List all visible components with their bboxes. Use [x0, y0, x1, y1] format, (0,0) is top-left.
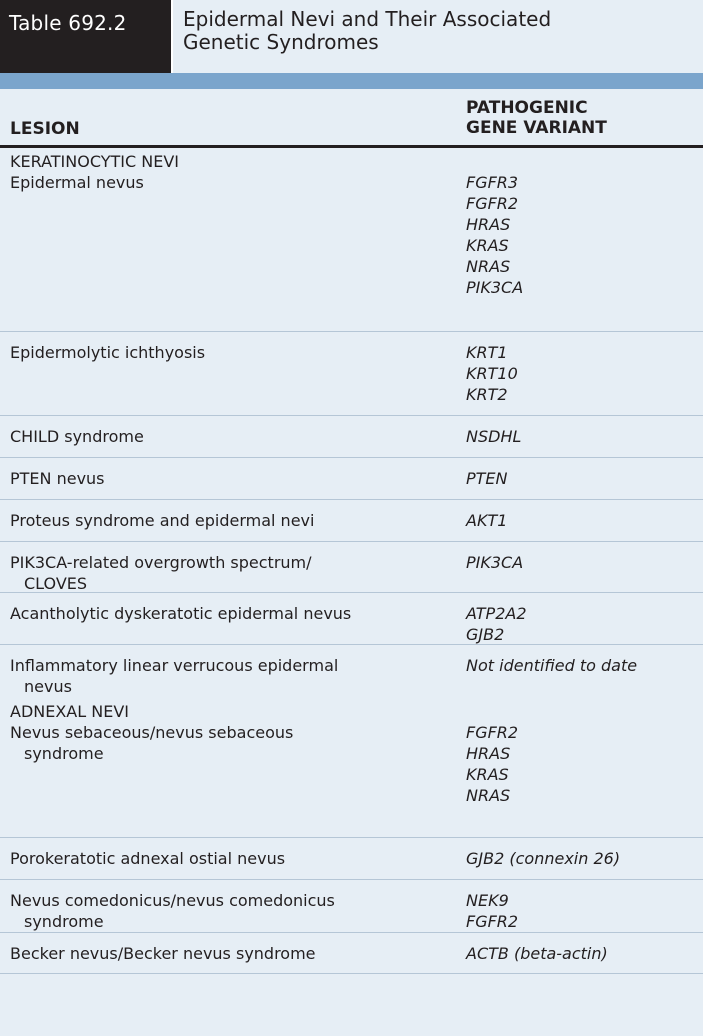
gene-cell: ATP2A2 GJB2	[456, 603, 703, 644]
gene-variant: KRAS	[466, 765, 509, 784]
table-title-line2: Genetic Syndromes	[183, 30, 379, 54]
gene-variant: NRAS	[466, 786, 511, 805]
lesion-cell: Nevus comedonicus/nevus comedonicus syndr…	[0, 890, 456, 932]
lesion-cell: Acantholytic dyskeratotic epidermal nevu…	[0, 603, 456, 644]
table-row: Nevus comedonicus/nevus comedonicus syndr…	[0, 880, 703, 933]
table-row: Epidermolytic ichthyosis KRT1 KRT10 KRT2	[0, 332, 703, 416]
lesion-text: Acantholytic dyskeratotic epidermal nevu…	[10, 604, 352, 623]
lesion-cell: CHILD syndrome	[0, 426, 456, 457]
gene-variant: FGFR2	[466, 194, 519, 213]
column-header-gene-line2: GENE VARIANT	[466, 118, 607, 138]
gene-variant: NEK9	[466, 891, 509, 910]
gene-variant: GJB2	[466, 625, 505, 644]
table-body: KERATINOCYTIC NEVI Epidermal nevus FGFR3 FG…	[0, 148, 703, 974]
gene-cell: ACTB (beta-actin)	[456, 943, 703, 973]
gene-variant: NRAS	[466, 257, 511, 276]
lesion-cell: Inflammatory linear verrucous epidermal n…	[0, 655, 456, 698]
table-number: Table 692.2	[9, 11, 127, 35]
gene-variant: FGFR2	[466, 912, 519, 931]
gene-variant: HRAS	[466, 744, 511, 763]
lesion-text: Nevus comedonicus/nevus comedonicus	[10, 891, 335, 910]
lesion-cell: Becker nevus/Becker nevus syndrome	[0, 943, 456, 973]
column-header-lesion: LESION	[10, 119, 80, 139]
lesion-text: syndrome	[24, 744, 104, 763]
lesion-text: PIK3CA-related overgrowth spectrum/	[10, 553, 312, 572]
table-row: PTEN nevus PTEN	[0, 458, 703, 500]
lesion-text: Porokeratotic adnexal ostial nevus	[10, 849, 286, 868]
table-row: Epidermal nevus FGFR3 FGFR2 HRAS KRAS NRAS PIK…	[0, 172, 703, 332]
table-row: Proteus syndrome and epidermal nevi AKT1	[0, 500, 703, 542]
section-heading: KERATINOCYTIC NEVI	[10, 152, 179, 171]
lesion-cell: Porokeratotic adnexal ostial nevus	[0, 848, 456, 879]
gene-variant: PIK3CA	[466, 278, 524, 297]
header-rule	[0, 73, 703, 89]
lesion-cell: Epidermal nevus	[0, 172, 456, 331]
gene-cell: Not identified to date	[456, 655, 703, 698]
gene-variant: FGFR2	[466, 723, 519, 742]
lesion-text: Epidermal nevus	[10, 173, 144, 192]
lesion-text: Epidermolytic ichthyosis	[10, 343, 206, 362]
lesion-text: PTEN nevus	[10, 469, 105, 488]
lesion-text: CLOVES	[24, 574, 88, 593]
gene-variant: HRAS	[466, 215, 511, 234]
lesion-cell: Nevus sebaceous/nevus sebaceous syndrome	[0, 722, 456, 837]
table-header: Table 692.2 Epidermal Nevi and Their Ass…	[0, 0, 703, 73]
table-row: Nevus sebaceous/nevus sebaceous syndrome F…	[0, 722, 703, 838]
header-divider	[171, 0, 173, 73]
gene-cell: PIK3CA	[456, 552, 703, 592]
lesion-text: Proteus syndrome and epidermal nevi	[10, 511, 315, 530]
table-row: Porokeratotic adnexal ostial nevus GJB2 (…	[0, 838, 703, 880]
section-heading: ADNEXAL NEVI	[10, 702, 129, 721]
lesion-text: Nevus sebaceous/nevus sebaceous	[10, 723, 294, 742]
gene-variant: ATP2A2	[466, 604, 527, 623]
gene-cell: FGFR3 FGFR2 HRAS KRAS NRAS PIK3CA	[456, 172, 703, 331]
gene-cell: GJB2 (connexin 26)	[456, 848, 703, 879]
lesion-text: nevus	[24, 677, 72, 696]
table-row: CHILD syndrome NSDHL	[0, 416, 703, 458]
gene-cell: FGFR2 HRAS KRAS NRAS	[456, 722, 703, 837]
column-headers: LESION PATHOGENIC GENE VARIANT	[0, 89, 703, 148]
table-title: Epidermal Nevi and Their Associated Gene…	[173, 0, 703, 73]
lesion-cell: PIK3CA-related overgrowth spectrum/CLOVE…	[0, 552, 456, 593]
lesion-text: CHILD syndrome	[10, 427, 144, 446]
gene-cell: KRT1 KRT10 KRT2	[456, 342, 703, 415]
gene-variant: NSDHL	[466, 427, 522, 446]
gene-variant: PTEN	[466, 469, 508, 488]
lesion-text: Becker nevus/Becker nevus syndrome	[10, 944, 316, 963]
gene-variant: GJB2 (connexin 26)	[466, 849, 621, 868]
table-row: PIK3CA-related overgrowth spectrum/CLOVE…	[0, 542, 703, 593]
gene-variant: KRT2	[466, 385, 508, 404]
column-header-gene-line1: PATHOGENIC	[466, 98, 588, 118]
table-title-line1: Epidermal Nevi and Their Associated	[183, 7, 552, 31]
table-row: Inflammatory linear verrucous epidermal n…	[0, 645, 703, 698]
gene-variant: Not identified to date	[466, 656, 638, 675]
gene-variant: KRT1	[466, 343, 508, 362]
table-row: Becker nevus/Becker nevus syndrome ACTB (…	[0, 933, 703, 974]
column-header-gene: PATHOGENIC GENE VARIANT	[466, 98, 607, 138]
lesion-cell: Proteus syndrome and epidermal nevi	[0, 510, 456, 541]
lesion-cell: Epidermolytic ichthyosis	[0, 342, 456, 415]
gene-variant: KRAS	[466, 236, 509, 255]
gene-cell: AKT1	[456, 510, 703, 541]
gene-variant: FGFR3	[466, 173, 519, 192]
gene-variant: ACTB (beta-actin)	[466, 944, 608, 963]
gene-variant: KRT10	[466, 364, 518, 383]
gene-cell: PTEN	[456, 468, 703, 499]
gene-cell: NSDHL	[456, 426, 703, 457]
table-row: Acantholytic dyskeratotic epidermal nevu…	[0, 593, 703, 645]
gene-cell: NEK9 FGFR2	[456, 890, 703, 932]
gene-variant: AKT1	[466, 511, 508, 530]
lesion-cell: PTEN nevus	[0, 468, 456, 499]
lesion-text: Inflammatory linear verrucous epidermal	[10, 656, 339, 675]
gene-variant: PIK3CA	[466, 553, 524, 572]
lesion-text: syndrome	[24, 912, 104, 931]
